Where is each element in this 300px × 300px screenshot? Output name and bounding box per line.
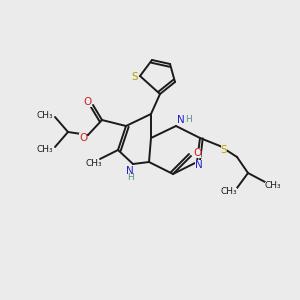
Text: H: H: [127, 173, 134, 182]
Text: O: O: [79, 133, 87, 143]
Text: N: N: [177, 115, 185, 125]
Text: O: O: [193, 148, 201, 158]
Text: CH₃: CH₃: [221, 188, 237, 196]
Text: CH₃: CH₃: [265, 182, 281, 190]
Text: CH₃: CH₃: [86, 160, 102, 169]
Text: H: H: [184, 116, 191, 124]
Text: N: N: [126, 166, 134, 176]
Text: O: O: [84, 97, 92, 107]
Text: N: N: [195, 160, 203, 170]
Text: S: S: [221, 145, 227, 155]
Text: CH₃: CH₃: [37, 110, 53, 119]
Text: S: S: [132, 72, 138, 82]
Text: CH₃: CH₃: [37, 145, 53, 154]
